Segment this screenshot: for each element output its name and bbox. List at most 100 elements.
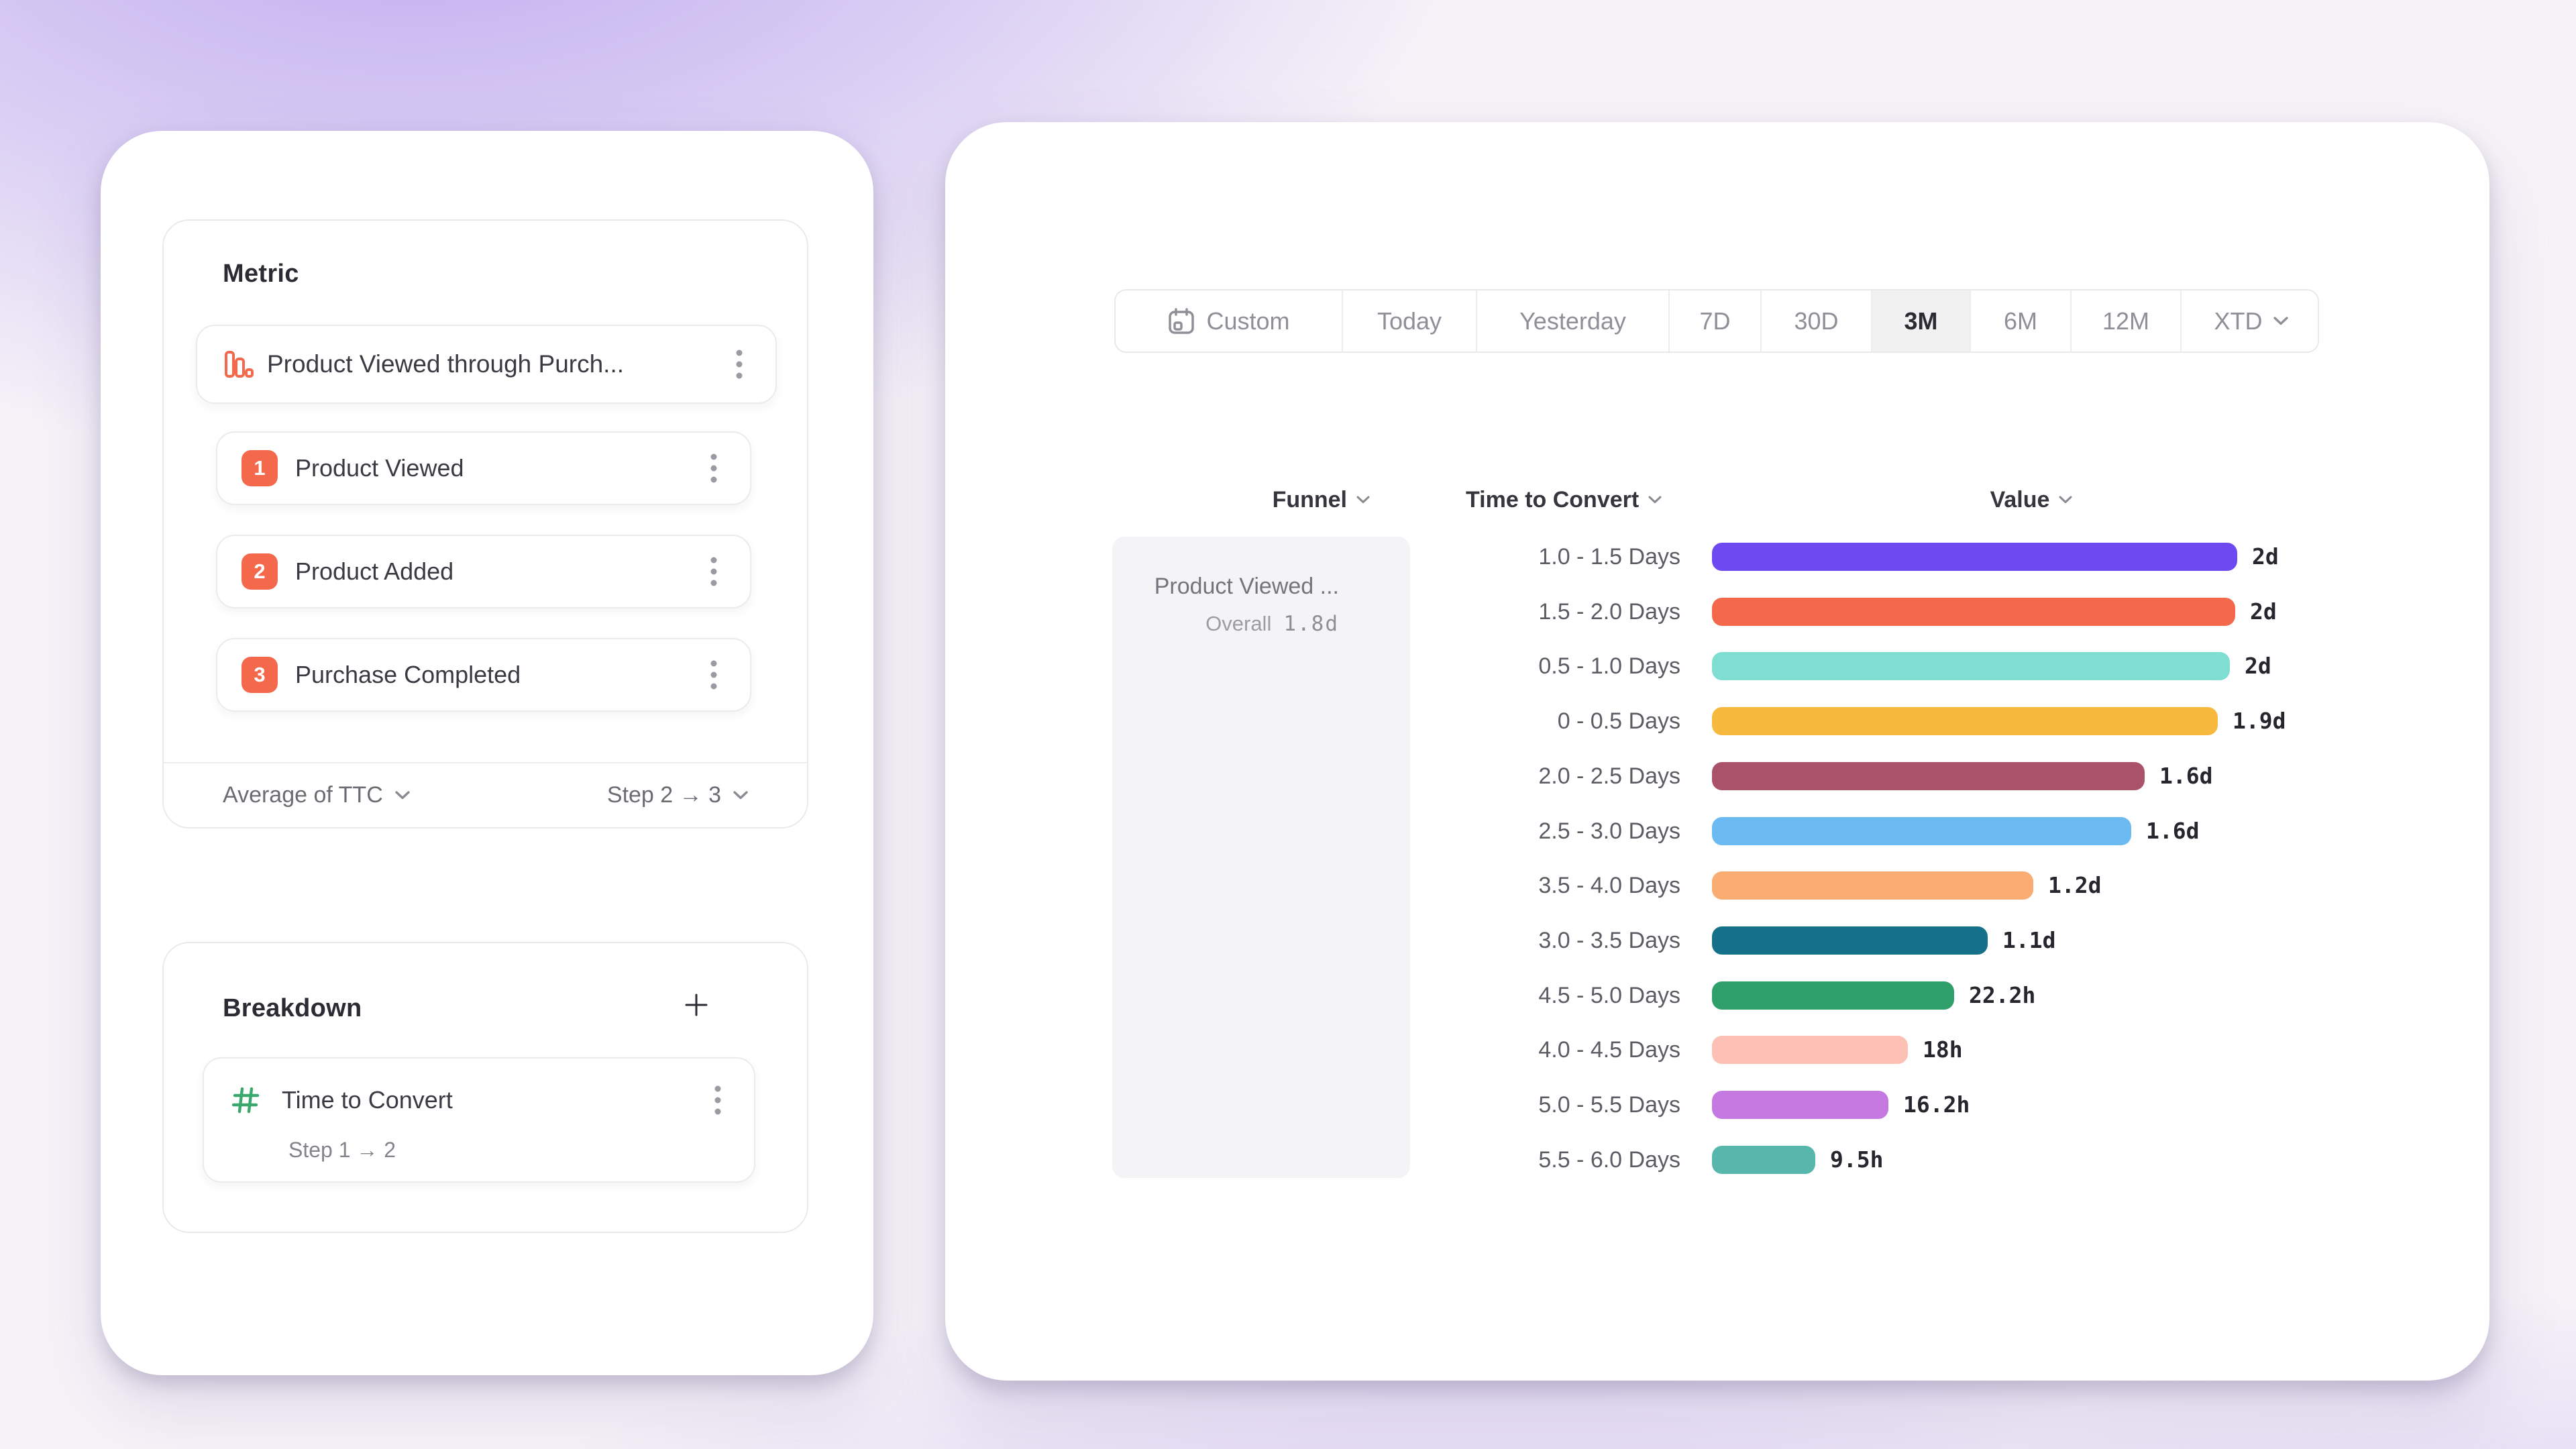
value-bar[interactable] [1712,1091,1888,1119]
time-to-convert-column-header-label: Time to Convert [1466,487,1640,513]
chevron-down-icon [395,791,410,800]
chevron-down-icon [1648,496,1662,503]
funnel-column-header-label: Funnel [1272,487,1347,513]
value-bar[interactable] [1712,871,2033,900]
report-panel: Custom Today Yesterday 7D 30D 3M 6M 12M XTD Funn… [945,122,2489,1381]
date-range-label: 6M [2003,307,2037,335]
step-number-badge: 1 [241,450,278,486]
date-range-yesterday[interactable]: Yesterday [1477,290,1670,352]
date-range-6m[interactable]: 6M [1971,290,2072,352]
value-bar[interactable] [1712,707,2218,735]
breakdown-item[interactable]: Time to Convert Step 1 → 2 [203,1057,755,1183]
kebab-menu-icon[interactable] [710,555,718,588]
date-range-label: 3M [1904,307,1938,335]
overall-label: Overall [1205,612,1272,635]
measure-dropdown[interactable]: Average of TTC [223,782,410,808]
date-range-label: Today [1377,307,1442,335]
ttc-bucket-label: 2.5 - 3.0 Days [1538,818,1680,844]
value-bar[interactable] [1712,981,1954,1010]
metric-section-title: Metric [223,260,299,288]
time-to-convert-column-header[interactable]: Time to Convert [1466,480,1662,520]
value-label: 22.2h [1969,982,2036,1008]
step-number-badge: 2 [241,553,278,590]
overall-value: 1.8d [1283,612,1339,636]
funnel-cell-title: Product Viewed ... [1154,574,1339,599]
chevron-down-icon [2059,496,2072,503]
value-bar[interactable] [1712,1036,1908,1064]
chevron-down-icon [733,791,748,800]
value-bar[interactable] [1712,652,2230,680]
date-range-12m[interactable]: 12M [2072,290,2182,352]
value-bar[interactable] [1712,926,1988,955]
value-column-header[interactable]: Value [1884,480,2179,520]
add-breakdown-button[interactable] [682,990,711,1020]
steps-range-dropdown-label: Step 2 → 3 [606,782,721,808]
ttc-bucket-label: 0.5 - 1.0 Days [1538,653,1680,679]
ttc-bucket-label: 5.5 - 6.0 Days [1538,1147,1680,1173]
date-range-label: XTD [2214,307,2263,335]
ttc-bucket-label: 4.5 - 5.0 Days [1538,983,1680,1008]
funnel-cell-overall: Overall 1.8d [1112,612,1410,636]
hash-icon [231,1085,260,1115]
date-range-label: Yesterday [1519,307,1626,335]
kebab-menu-icon[interactable] [710,658,718,692]
value-label: 16.2h [1903,1091,1970,1118]
date-range-control: Custom Today Yesterday 7D 30D 3M 6M 12M XTD [1114,289,2319,353]
funnel-step-2[interactable]: 2 Product Added [216,535,751,608]
date-range-3m[interactable]: 3M [1872,290,1971,352]
kebab-menu-icon[interactable] [710,451,718,485]
funnel-column-header[interactable]: Funnel [1112,480,1410,520]
step-label: Product Added [295,557,454,585]
date-range-custom[interactable]: Custom [1116,290,1343,352]
value-column-header-label: Value [1990,487,2050,513]
value-label: 1.2d [2048,872,2102,898]
date-range-label: Custom [1206,307,1290,335]
kebab-menu-icon[interactable] [735,347,743,381]
date-range-label: 7D [1699,307,1731,335]
calendar-icon [1167,307,1195,335]
metric-funnel-label: Product Viewed through Purch... [267,350,625,378]
value-label: 2d [2252,543,2279,570]
value-label: 18h [1923,1036,1963,1063]
date-range-label: 12M [2102,307,2150,335]
value-bar[interactable] [1712,1146,1815,1174]
value-label: 1.6d [2146,818,2200,844]
value-label: 9.5h [1830,1146,1884,1173]
funnel-step-3[interactable]: 3 Purchase Completed [216,638,751,712]
value-label: 2d [2250,598,2277,625]
funnel-step-1[interactable]: 1 Product Viewed [216,431,751,505]
step-number-badge: 3 [241,657,278,693]
funnel-cell[interactable]: Product Viewed ... Overall 1.8d [1112,537,1410,1178]
value-bar[interactable] [1712,762,2145,790]
ttc-bucket-label: 3.5 - 4.0 Days [1538,873,1680,898]
funnel-bars-icon [224,350,254,379]
ttc-bucket-label: 5.0 - 5.5 Days [1538,1092,1680,1118]
steps-range-dropdown[interactable]: Step 2 → 3 [607,782,748,808]
ttc-bucket-label: 2.0 - 2.5 Days [1538,763,1680,789]
ttc-bucket-label: 1.5 - 2.0 Days [1538,599,1680,625]
ttc-bucket-label: 4.0 - 4.5 Days [1538,1037,1680,1063]
value-bar[interactable] [1712,543,2237,571]
value-label: 2d [2245,653,2271,679]
date-range-xtd[interactable]: XTD [2182,290,2318,352]
ttc-bucket-label: 0 - 0.5 Days [1557,708,1680,734]
step-label: Product Viewed [295,454,464,482]
chevron-down-icon [1356,496,1370,503]
query-builder-panel: Metric Product Viewed through Purch... [101,131,873,1375]
breakdown-section-title: Breakdown [223,994,362,1022]
date-range-30d[interactable]: 30D [1762,290,1872,352]
breakdown-section: Breakdown Time to Convert Step 1 → 2 [162,942,808,1233]
step-label: Purchase Completed [295,661,521,688]
value-bar[interactable] [1712,598,2235,626]
date-range-today[interactable]: Today [1343,290,1477,352]
metric-footer: Average of TTC Step 2 → 3 [164,762,807,827]
value-label: 1.6d [2159,763,2213,789]
value-label: 1.9d [2233,708,2286,734]
value-label: 1.1d [2002,927,2056,953]
metric-funnel-item[interactable]: Product Viewed through Purch... [196,325,777,404]
date-range-7d[interactable]: 7D [1670,290,1762,352]
kebab-menu-icon[interactable] [714,1083,722,1117]
metric-section: Metric Product Viewed through Purch... [162,219,808,828]
value-bar[interactable] [1712,817,2131,845]
